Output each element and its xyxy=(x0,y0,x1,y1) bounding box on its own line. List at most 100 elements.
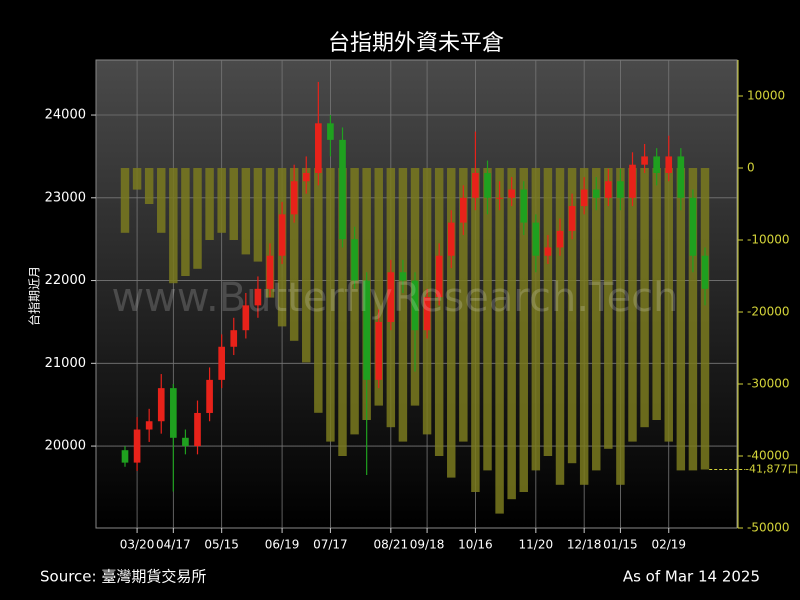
candle-body xyxy=(592,189,600,198)
y2-tick-label: 0 xyxy=(747,161,755,175)
candle-body xyxy=(351,239,358,281)
oi-bar xyxy=(374,168,383,406)
x-tick-label: 07/17 xyxy=(313,538,348,552)
candle-body xyxy=(641,156,648,165)
x-tick-label: 08/21 xyxy=(374,538,409,552)
candle-body xyxy=(460,197,467,223)
y2-tick-label: -50000 xyxy=(747,521,790,535)
oi-bar xyxy=(628,168,637,442)
candle-body xyxy=(133,429,141,463)
y-axis-label: 台指期近月 xyxy=(27,266,42,326)
x-tick-label: 11/20 xyxy=(519,538,554,552)
candle-body xyxy=(254,288,262,306)
candle-body xyxy=(472,172,479,198)
candle-body xyxy=(327,123,334,140)
x-tick-label: 10/16 xyxy=(458,538,493,552)
watermark: www.ButterflyResearch.Tech xyxy=(111,275,678,321)
y-tick-label: 21000 xyxy=(45,356,86,371)
oi-bar xyxy=(302,168,311,363)
y-tick-label: 20000 xyxy=(45,439,86,454)
candle-body xyxy=(653,156,660,173)
candle-body xyxy=(121,450,129,463)
candle-body xyxy=(689,197,697,256)
oi-bar xyxy=(314,168,323,413)
oi-bar xyxy=(120,168,130,233)
oi-bar xyxy=(543,168,553,456)
candle-body xyxy=(629,164,636,198)
oi-bar xyxy=(144,168,154,204)
candle-body xyxy=(182,437,189,447)
candle-body xyxy=(496,197,503,199)
oi-bar xyxy=(169,168,178,284)
candle-body xyxy=(447,222,455,256)
candle-body xyxy=(605,181,612,198)
oi-bar xyxy=(205,168,214,240)
candle-body xyxy=(677,156,685,198)
x-tick-label: 12/18 xyxy=(567,538,602,552)
candle-body xyxy=(194,412,201,447)
oi-bar xyxy=(592,168,601,471)
candle-body xyxy=(399,272,407,281)
candle-body xyxy=(532,222,540,256)
last-value-label: -41,877口 xyxy=(745,463,798,476)
oi-bar xyxy=(434,168,444,456)
candle-body xyxy=(508,189,515,198)
candle-body xyxy=(484,172,491,198)
chart-title: 台指期外資未平倉 xyxy=(328,31,504,56)
candle-body xyxy=(242,305,250,331)
candle-body xyxy=(302,172,310,182)
x-tick-label: 06/19 xyxy=(265,538,300,552)
candle-layer xyxy=(121,81,709,492)
y-tick-label: 22000 xyxy=(45,273,86,288)
oi-bar xyxy=(241,168,251,255)
candle-body xyxy=(218,346,225,380)
candle-body xyxy=(435,255,443,298)
oi-bar xyxy=(664,168,673,442)
y2-tick-label: 10000 xyxy=(747,89,785,103)
oi-bar xyxy=(459,168,468,442)
y-tick-label: 24000 xyxy=(45,108,86,123)
oi-bar xyxy=(398,168,408,442)
x-tick-label: 01/15 xyxy=(603,538,638,552)
oi-bar xyxy=(265,168,275,298)
oi-bar xyxy=(350,168,359,435)
oi-bar xyxy=(447,168,456,478)
candle-body xyxy=(290,181,298,215)
oi-bar xyxy=(616,168,625,485)
y2-tick-label: -10000 xyxy=(747,233,790,247)
oi-bar xyxy=(688,168,698,471)
oi-bar xyxy=(555,168,565,485)
oi-bar xyxy=(132,168,142,190)
oi-bar xyxy=(507,168,516,500)
x-tick-label: 03/20 xyxy=(120,538,155,552)
candle-body xyxy=(701,255,709,289)
oi-bar xyxy=(579,168,589,485)
candle-body xyxy=(387,272,395,322)
oi-bar xyxy=(229,168,238,240)
oi-bar xyxy=(253,168,263,262)
x-tick-label: 05/15 xyxy=(204,538,239,552)
candle-body xyxy=(375,321,383,380)
candle-body xyxy=(170,388,177,438)
oi-bar xyxy=(604,168,613,449)
candle-body xyxy=(411,280,419,331)
oi-bar xyxy=(338,168,347,456)
candle-body xyxy=(157,388,165,422)
candle-body xyxy=(315,123,322,173)
candle-body xyxy=(520,189,528,223)
candle-body xyxy=(580,189,588,207)
candle-body xyxy=(145,421,153,430)
as-of: As of Mar 14 2025 xyxy=(623,568,760,586)
oi-bar xyxy=(471,168,480,492)
candle-body xyxy=(230,330,238,347)
oi-bar xyxy=(700,168,710,470)
oi-bar xyxy=(217,168,226,233)
candle-body xyxy=(363,280,370,380)
candle-body xyxy=(544,247,552,256)
candle-body xyxy=(339,139,346,240)
oi-bar xyxy=(652,168,661,420)
y2-tick-label: -20000 xyxy=(747,305,790,319)
oi-bar xyxy=(483,168,492,471)
oi-bar xyxy=(289,168,299,341)
